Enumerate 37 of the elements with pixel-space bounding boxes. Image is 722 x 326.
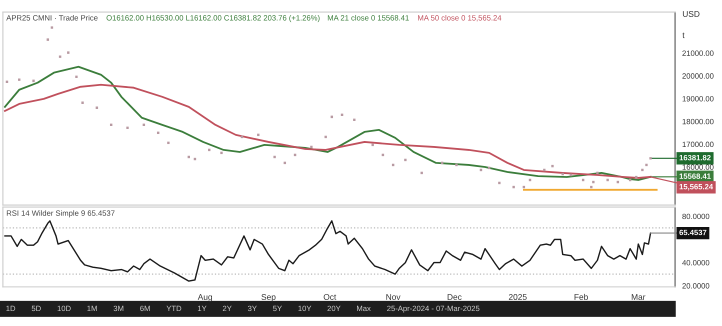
point	[498, 182, 501, 184]
point	[330, 116, 334, 118]
x-tick-label: Sep	[261, 294, 276, 302]
point	[512, 186, 515, 188]
point	[284, 162, 286, 164]
point	[649, 157, 652, 160]
text: t	[682, 32, 685, 38]
point	[392, 164, 394, 166]
point	[240, 136, 244, 138]
point	[382, 154, 384, 156]
line-series	[4, 220, 652, 282]
point	[488, 166, 490, 170]
point	[50, 26, 54, 29]
point	[561, 172, 564, 176]
point	[371, 144, 374, 146]
point	[46, 38, 50, 41]
point	[590, 186, 593, 188]
x-tick-label: Aug	[198, 294, 212, 302]
point	[324, 136, 327, 138]
point	[167, 142, 170, 144]
point	[440, 162, 444, 164]
point	[310, 146, 313, 148]
point	[294, 154, 296, 156]
point	[522, 186, 526, 188]
x-tick-label: 2025	[508, 294, 527, 300]
point	[596, 172, 599, 174]
point	[353, 118, 356, 122]
x-tick-label: Oct	[324, 294, 336, 300]
x-tick-label: Feb	[574, 294, 588, 300]
x-tick-label: Nov	[386, 294, 400, 300]
point	[156, 132, 160, 134]
point	[110, 124, 112, 126]
point	[404, 158, 407, 162]
text: USD	[682, 11, 700, 17]
x-tick-label: Dec	[448, 294, 462, 300]
point	[142, 124, 146, 126]
x-tick-label: Mar	[632, 294, 646, 300]
